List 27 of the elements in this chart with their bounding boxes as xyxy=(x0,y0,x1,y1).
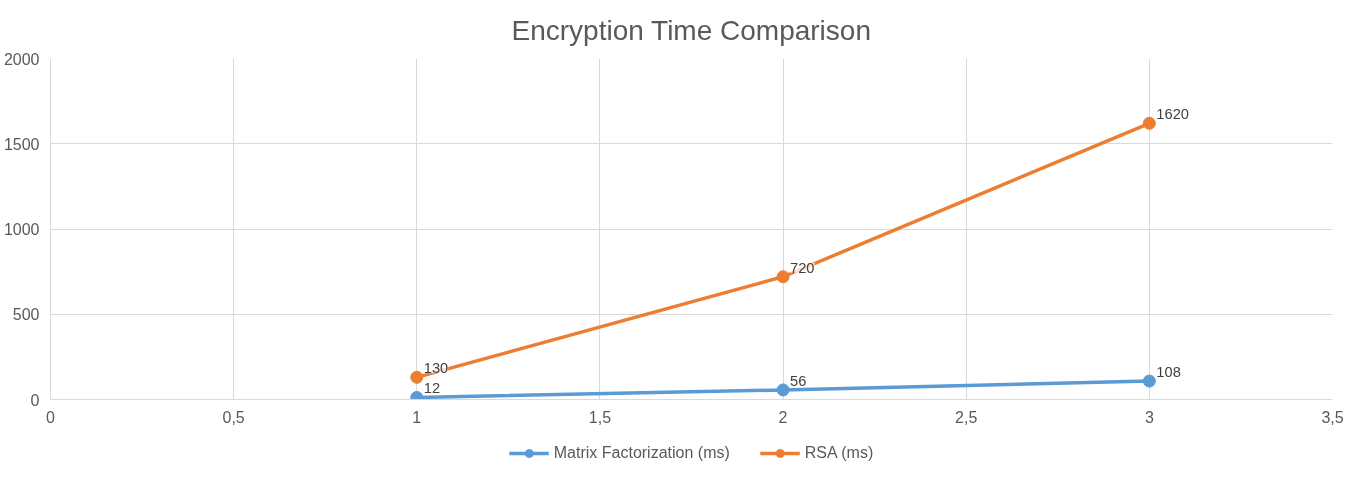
data-label: 130 xyxy=(423,360,449,377)
point xyxy=(776,383,790,397)
x-tick-label: 2 xyxy=(778,408,788,426)
legend-label: RSA (ms) xyxy=(804,443,874,462)
data-label: 1620 xyxy=(1156,106,1189,123)
point xyxy=(1142,116,1156,130)
data-label: 108 xyxy=(1156,364,1181,381)
legend-label: Matrix Factorization (ms) xyxy=(553,443,730,462)
point xyxy=(776,270,790,284)
x-tick-label: 3 xyxy=(1144,408,1154,426)
y-tick-label: 2000 xyxy=(3,50,40,68)
point xyxy=(410,370,424,384)
data-label: 12 xyxy=(423,380,441,397)
data-label: 720 xyxy=(790,259,815,276)
y-tick-label: 500 xyxy=(12,306,40,324)
x-tick-label: 1,5 xyxy=(588,408,612,426)
data-label: 56 xyxy=(790,372,807,389)
point xyxy=(1142,374,1156,388)
y-tick-label: 1500 xyxy=(3,135,40,153)
y-tick-label: 1000 xyxy=(3,221,40,238)
x-tick-label: 0 xyxy=(46,408,56,426)
x-tick-label: 0,5 xyxy=(222,408,245,426)
x-tick-label: 1 xyxy=(412,408,422,426)
chart-title: Encryption Time Comparison xyxy=(511,15,871,46)
x-tick-label: 2,5 xyxy=(955,408,978,426)
x-tick-label: 3,5 xyxy=(1321,408,1344,426)
y-tick-label: 0 xyxy=(30,391,40,409)
